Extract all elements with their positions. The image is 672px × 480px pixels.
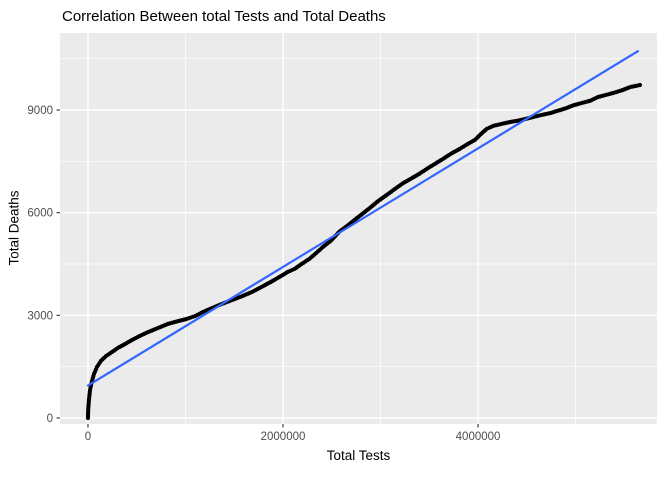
x-tick-label: 0	[85, 431, 91, 443]
y-tick-label: 9000	[27, 105, 53, 117]
chart-title: Correlation Between total Tests and Tota…	[62, 8, 386, 25]
y-tick-label: 3000	[27, 310, 53, 322]
data-point	[637, 82, 643, 88]
y-tick-label: 6000	[27, 208, 53, 220]
trend-line	[86, 50, 640, 387]
y-tick-label: 0	[47, 413, 53, 425]
x-axis-title: Total Tests	[326, 448, 391, 463]
x-tick-label: 4000000	[456, 431, 501, 443]
y-axis-title: Total Deaths	[6, 190, 22, 266]
plot-panel	[60, 33, 657, 424]
x-tick-label: 2000000	[261, 431, 306, 443]
